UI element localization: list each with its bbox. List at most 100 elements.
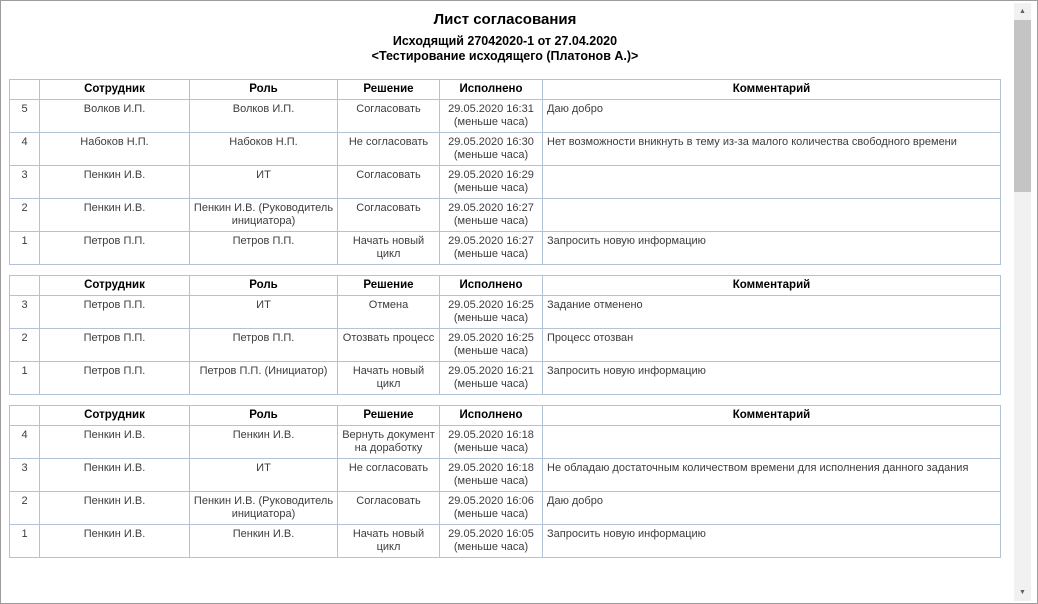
- role-cell: Петров П.П. (Инициатор): [189, 361, 338, 395]
- completed-cell: 29.05.2020 16:30 (меньше часа): [439, 132, 543, 166]
- table-row: 4 Пенкин И.В. Пенкин И.В. Вернуть документ …: [9, 425, 1001, 459]
- completed-cell: 29.05.2020 16:25 (меньше часа): [439, 328, 543, 362]
- table-row: 1 Петров П.П. Петров П.П. (Инициатор) Начат…: [9, 361, 1001, 395]
- col-number: [9, 79, 40, 100]
- completed-cell: 29.05.2020 16:27 (меньше часа): [439, 198, 543, 232]
- col-completed: Исполнено: [439, 79, 543, 100]
- scrollbar-thumb[interactable]: [1014, 20, 1031, 192]
- comment-cell: Не обладаю достаточным количеством време…: [542, 458, 1001, 492]
- decision-cell: Начать новый цикл: [337, 231, 440, 265]
- completed-cell: 29.05.2020 16:18 (меньше часа): [439, 458, 543, 492]
- row-number-cell: 4: [9, 425, 40, 459]
- table-row: 2 Петров П.П. Петров П.П. Отозвать процесс 2…: [9, 328, 1001, 362]
- document-subtitle-line1: Исходящий 27042020-1 от 27.04.2020: [392, 34, 618, 48]
- employee-cell: Пенкин И.В.: [39, 198, 190, 232]
- completed-cell: 29.05.2020 16:21 (меньше часа): [439, 361, 543, 395]
- role-cell: Набоков Н.П.: [189, 132, 338, 166]
- decision-cell: Начать новый цикл: [337, 524, 440, 558]
- employee-cell: Петров П.П.: [39, 231, 190, 265]
- comment-cell: Запросить новую информацию: [542, 361, 1001, 395]
- col-number: [9, 405, 40, 426]
- col-comment: Комментарий: [542, 79, 1001, 100]
- employee-cell: Пенкин И.В.: [39, 165, 190, 199]
- scroll-up-icon[interactable]: ▲: [1019, 8, 1026, 15]
- decision-cell: Отозвать процесс: [337, 328, 440, 362]
- decision-cell: Не согласовать: [337, 458, 440, 492]
- table-row: 3 Пенкин И.В. ИТ Согласовать 29.05.2020 16:2…: [9, 165, 1001, 199]
- col-completed: Исполнено: [439, 275, 543, 296]
- col-employee: Сотрудник: [39, 275, 190, 296]
- comment-cell: [542, 425, 1001, 459]
- row-number-cell: 3: [9, 295, 40, 329]
- col-completed: Исполнено: [439, 405, 543, 426]
- employee-cell: Пенкин И.В.: [39, 458, 190, 492]
- table-row: 1 Пенкин И.В. Пенкин И.В. Начать новый цикл…: [9, 524, 1001, 558]
- row-number-cell: 2: [9, 491, 40, 525]
- table-row: 3 Петров П.П. ИТ Отмена 29.05.2020 16:25 (ме…: [9, 295, 1001, 329]
- approval-table-cycle-3: Сотрудник Роль Решение Исполнено Комментарий…: [9, 79, 1001, 265]
- table-row: 4 Набоков Н.П. Набоков Н.П. Не согласовать 2…: [9, 132, 1001, 166]
- decision-cell: Не согласовать: [337, 132, 440, 166]
- col-decision: Решение: [337, 275, 440, 296]
- col-comment: Комментарий: [542, 405, 1001, 426]
- comment-cell: Задание отменено: [542, 295, 1001, 329]
- decision-cell: Согласовать: [337, 198, 440, 232]
- role-cell: Петров П.П.: [189, 231, 338, 265]
- role-cell: ИТ: [189, 458, 338, 492]
- row-number-cell: 1: [9, 524, 40, 558]
- row-number-cell: 1: [9, 361, 40, 395]
- comment-cell: Запросить новую информацию: [542, 524, 1001, 558]
- role-cell: ИТ: [189, 295, 338, 329]
- row-number-cell: 2: [9, 198, 40, 232]
- row-number-cell: 1: [9, 231, 40, 265]
- role-cell: Пенкин И.В. (Руководитель инициатора): [189, 198, 338, 232]
- comment-cell: Нет возможности вникнуть в тему из-за ма…: [542, 132, 1001, 166]
- scroll-down-icon[interactable]: ▼: [1019, 589, 1026, 596]
- completed-cell: 29.05.2020 16:18 (меньше часа): [439, 425, 543, 459]
- role-cell: Пенкин И.В.: [189, 425, 338, 459]
- comment-cell: Даю добро: [542, 491, 1001, 525]
- page-title: Лист согласования: [433, 11, 577, 28]
- completed-cell: 29.05.2020 16:06 (меньше часа): [439, 491, 543, 525]
- col-role: Роль: [189, 79, 338, 100]
- decision-cell: Отмена: [337, 295, 440, 329]
- decision-cell: Согласовать: [337, 165, 440, 199]
- table-row: 2 Пенкин И.В. Пенкин И.В. (Руководитель ин…: [9, 491, 1001, 525]
- role-cell: Пенкин И.В.: [189, 524, 338, 558]
- decision-cell: Начать новый цикл: [337, 361, 440, 395]
- row-number-cell: 3: [9, 458, 40, 492]
- row-number-cell: 4: [9, 132, 40, 166]
- header-row: Сотрудник Роль Решение Исполнено Комментарий: [9, 275, 1001, 296]
- vertical-scrollbar[interactable]: ▲ ▼: [1014, 3, 1031, 601]
- completed-cell: 29.05.2020 16:05 (меньше часа): [439, 524, 543, 558]
- comment-cell: Даю добро: [542, 99, 1001, 133]
- table-row: 5 Волков И.П. Волков И.П. Согласовать 29.05.…: [9, 99, 1001, 133]
- employee-cell: Петров П.П.: [39, 361, 190, 395]
- employee-cell: Пенкин И.В.: [39, 524, 190, 558]
- employee-cell: Петров П.П.: [39, 328, 190, 362]
- header-row: Сотрудник Роль Решение Исполнено Комментарий: [9, 405, 1001, 426]
- decision-cell: Согласовать: [337, 491, 440, 525]
- header-row: Сотрудник Роль Решение Исполнено Комментарий: [9, 79, 1001, 100]
- table-row: 2 Пенкин И.В. Пенкин И.В. (Руководитель ин…: [9, 198, 1001, 232]
- col-employee: Сотрудник: [39, 405, 190, 426]
- approval-table-cycle-1: Сотрудник Роль Решение Исполнено Комментарий…: [9, 405, 1001, 558]
- comment-cell: [542, 198, 1001, 232]
- completed-cell: 29.05.2020 16:29 (меньше часа): [439, 165, 543, 199]
- role-cell: ИТ: [189, 165, 338, 199]
- row-number-cell: 3: [9, 165, 40, 199]
- col-employee: Сотрудник: [39, 79, 190, 100]
- comment-cell: [542, 165, 1001, 199]
- approval-sheet: Лист согласования Исходящий 27042020-1 о…: [1, 1, 1009, 568]
- col-decision: Решение: [337, 405, 440, 426]
- col-number: [9, 275, 40, 296]
- document-subtitle-line2: <Тестирование исходящего (Платонов А.)>: [371, 49, 639, 63]
- role-cell: Волков И.П.: [189, 99, 338, 133]
- completed-cell: 29.05.2020 16:27 (меньше часа): [439, 231, 543, 265]
- employee-cell: Пенкин И.В.: [39, 491, 190, 525]
- employee-cell: Волков И.П.: [39, 99, 190, 133]
- employee-cell: Пенкин И.В.: [39, 425, 190, 459]
- completed-cell: 29.05.2020 16:31 (меньше часа): [439, 99, 543, 133]
- employee-cell: Петров П.П.: [39, 295, 190, 329]
- role-cell: Петров П.П.: [189, 328, 338, 362]
